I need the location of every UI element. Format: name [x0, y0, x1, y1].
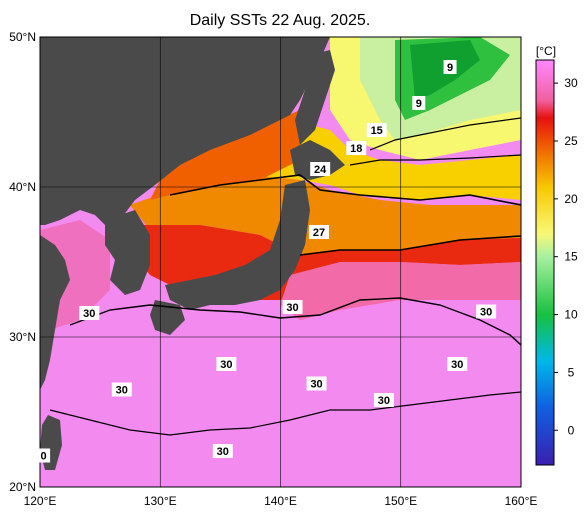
lon-tick-label: 120°E	[24, 494, 57, 508]
lat-tick-label: 50°N	[9, 30, 36, 44]
colorbar-tick-label: 10	[564, 308, 578, 322]
honshu	[165, 180, 310, 310]
isotherm-label-bg	[447, 357, 468, 371]
isotherm-label: 30	[217, 446, 229, 458]
isotherm-label-bg	[37, 448, 51, 463]
hokkaido	[290, 140, 345, 180]
isotherm-label-bg	[476, 304, 497, 319]
colorbar-tick-label: 20	[564, 192, 578, 206]
isotherm-label: 30	[286, 302, 298, 314]
isotherm-label-bg	[212, 444, 233, 458]
isotherm-label: 9	[447, 62, 453, 74]
isotherm-label-bg	[308, 225, 329, 239]
lon-tick-label: 130°E	[144, 494, 177, 508]
kyushu-shikoku	[150, 300, 185, 335]
isotherm-label: 24	[314, 164, 327, 176]
colorbar-tick-label: 25	[564, 134, 578, 148]
isotherm-24	[169, 174, 521, 206]
isotherm-label: 30	[310, 379, 322, 391]
isotherm-label-bg	[366, 123, 387, 137]
isotherm-18	[349, 154, 521, 166]
colorbar-tick-label: 5	[568, 365, 575, 379]
isotherm-27	[299, 235, 521, 256]
isotherm-label-bg	[373, 393, 394, 407]
isotherm-label: 0	[41, 451, 47, 463]
isotherm-label: 30	[116, 385, 128, 397]
china-coast	[40, 235, 70, 390]
isotherm-label: 30	[451, 359, 463, 371]
isotherm-label-bg	[216, 357, 237, 371]
isotherm-label-bg	[111, 382, 132, 397]
lat-tick-label: 40°N	[9, 180, 36, 194]
isotherm-label-bg	[412, 96, 426, 110]
isotherm-label-bg	[282, 300, 303, 314]
isotherm-label: 30	[83, 308, 95, 320]
isotherm-label-layer: 9 9 15 18 24 27 30 30 30 30 30 30 30 30 30 0	[37, 60, 497, 463]
colorbar-tick-label: 0	[568, 423, 575, 437]
colorbar-tick-label: 15	[564, 250, 578, 264]
isotherm-label: 27	[313, 227, 325, 239]
transition-zone-orange	[130, 175, 521, 255]
map-frame	[39, 36, 522, 488]
lon-tick-label: 150°E	[384, 494, 417, 508]
lon-tick-label: 140°E	[264, 494, 297, 508]
colorbar-tick-label: 30	[564, 76, 578, 90]
isotherm-label: 30	[480, 307, 492, 319]
isotherm-label-bg	[346, 141, 367, 155]
isotherm-label: 15	[371, 125, 383, 137]
axis-ticks: 120°E 130°E 140°E 150°E 160°E 50°N 40°N 30°N 20°…	[9, 30, 537, 508]
colorbar-bar	[535, 59, 555, 466]
land-masses	[40, 37, 345, 470]
isotherm-30	[69, 297, 521, 346]
isotherm-label-bg	[306, 376, 327, 391]
isotherm-label: 30	[220, 359, 232, 371]
japan-sea-upper	[150, 110, 300, 200]
korean-peninsula	[105, 210, 150, 295]
isotherm-30-south	[49, 391, 521, 436]
lat-tick-label: 30°N	[9, 330, 36, 344]
isotherm-15	[369, 117, 521, 151]
asian-mainland	[40, 37, 330, 225]
isotherm-label: 18	[350, 143, 362, 155]
lon-tick-label: 160°E	[505, 494, 538, 508]
colorbar-ticks: 30 25 20 15 10 5 0	[554, 76, 578, 437]
isotherm-lines	[49, 117, 521, 436]
isotherm-label: 9	[416, 98, 422, 110]
map-title: Daily SSTs 22 Aug. 2025.	[189, 12, 371, 29]
isotherm-label-bg	[310, 162, 331, 176]
lat-tick-label: 20°N	[9, 480, 36, 494]
colorbar: [°C] 30 25 20 15 10 5 0	[535, 44, 578, 466]
isotherm-label-bg	[79, 306, 100, 320]
isotherm-label: 30	[378, 395, 390, 407]
isotherm-label-bg	[443, 60, 457, 74]
colorbar-unit: [°C]	[536, 44, 556, 58]
sakhalin	[295, 50, 335, 145]
